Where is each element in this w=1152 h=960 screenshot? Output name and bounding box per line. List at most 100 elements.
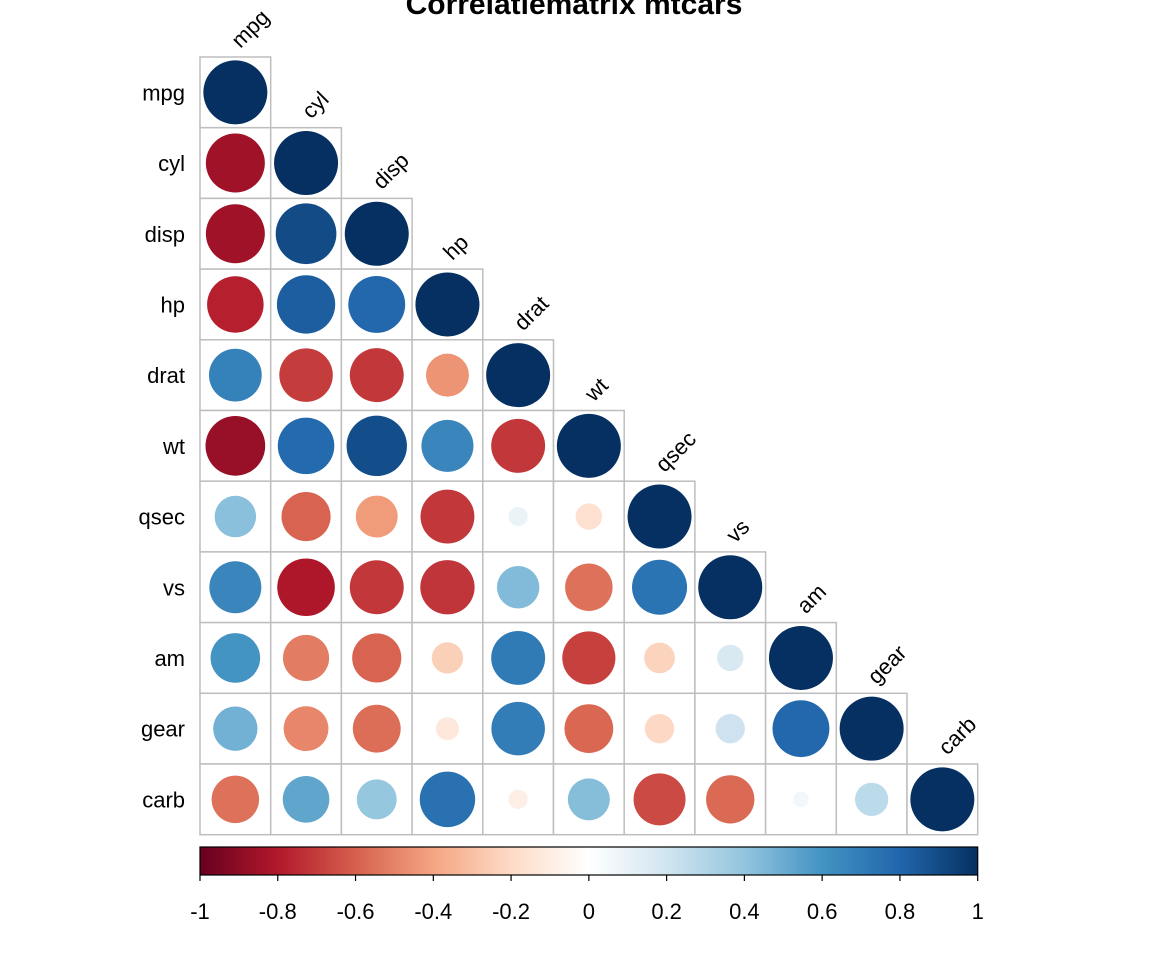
corr-circle-disp-cyl <box>275 203 337 265</box>
corr-circle-cyl-mpg <box>205 133 265 193</box>
column-label-wt: wt <box>579 373 613 407</box>
row-label-disp: disp <box>145 222 185 247</box>
column-label-disp: disp <box>368 148 414 194</box>
corr-circle-carb-mpg <box>211 775 260 824</box>
column-label-drat: drat <box>509 291 553 335</box>
corr-circle-wt-wt <box>556 413 621 478</box>
corr-circle-gear-vs <box>715 713 745 744</box>
corr-circle-am-qsec <box>644 642 675 674</box>
row-label-gear: gear <box>141 717 185 742</box>
colorbar-tick-label: 0.2 <box>651 899 682 924</box>
corr-circle-drat-hp <box>425 353 469 397</box>
corr-circle-gear-mpg <box>213 706 258 751</box>
corr-circle-vs-hp <box>420 560 475 615</box>
corr-circle-drat-drat <box>486 343 551 408</box>
corr-circle-carb-qsec <box>633 773 686 826</box>
colorbar-legend: -1 -0.8 -0.6 -0.4 -0.2 0 0.2 0.4 0.6 0.8 1 <box>190 846 984 924</box>
corr-circle-gear-hp <box>435 717 459 741</box>
corr-circle-qsec-wt <box>575 503 603 530</box>
chart-title: Correlatiematrix mtcars <box>406 0 743 21</box>
corr-circle-am-wt <box>562 631 616 685</box>
corr-circle-gear-gear <box>839 696 904 761</box>
corr-circle-mpg-mpg <box>203 60 268 125</box>
corr-circle-carb-cyl <box>282 776 330 823</box>
corr-circle-carb-gear <box>855 782 889 816</box>
corr-circle-qsec-mpg <box>214 495 257 538</box>
cell-drat-hp <box>411 339 484 412</box>
colorbar-tick-label: -0.2 <box>492 899 530 924</box>
row-label-wt: wt <box>162 434 185 459</box>
column-label-carb: carb <box>933 712 981 760</box>
corr-circle-carb-wt <box>567 778 610 821</box>
corr-circle-qsec-hp <box>420 489 475 544</box>
corr-circle-carb-vs <box>706 775 755 824</box>
colorbar-tick-label: 1 <box>972 899 984 924</box>
corr-circle-vs-disp <box>349 560 404 615</box>
column-label-am: am <box>792 579 831 618</box>
row-label-mpg: mpg <box>142 80 185 105</box>
corr-circle-am-hp <box>431 642 464 674</box>
corr-circle-vs-qsec <box>632 559 688 615</box>
corr-circle-gear-drat <box>491 701 545 756</box>
row-label-am: am <box>154 646 185 671</box>
colorbar-tick-label: -0.4 <box>414 899 452 924</box>
corr-circle-drat-disp <box>349 348 404 403</box>
corr-circle-am-mpg <box>210 633 261 683</box>
corr-circle-gear-wt <box>564 704 614 754</box>
corr-circle-gear-disp <box>352 704 401 753</box>
cells-layer <box>199 56 979 836</box>
corr-circle-hp-cyl <box>276 275 336 334</box>
row-label-drat: drat <box>147 363 185 388</box>
corr-circle-vs-mpg <box>209 561 262 614</box>
corr-circle-hp-mpg <box>207 276 264 333</box>
colorbar-tick-label: -1 <box>190 899 210 924</box>
corr-circle-drat-cyl <box>279 348 333 402</box>
corr-circle-am-disp <box>352 633 402 683</box>
row-labels: mpg cyl disp hp drat wt qsec vs am gear carb <box>139 80 185 812</box>
column-label-gear: gear <box>863 640 912 689</box>
colorbar-tick-label: -0.6 <box>337 899 375 924</box>
corr-circle-wt-hp <box>421 419 474 472</box>
corr-circle-vs-vs <box>698 555 763 620</box>
row-label-carb: carb <box>142 787 185 812</box>
row-label-qsec: qsec <box>139 505 185 530</box>
corr-circle-carb-hp <box>419 771 476 828</box>
corr-circle-vs-cyl <box>277 558 335 617</box>
corr-circle-vs-drat <box>496 566 540 609</box>
corr-circle-carb-carb <box>910 767 975 832</box>
corr-circle-drat-mpg <box>208 348 262 402</box>
colorbar-tick-label: -0.8 <box>259 899 297 924</box>
corr-circle-cyl-cyl <box>274 131 339 196</box>
corr-circle-gear-am <box>772 700 830 758</box>
corr-circle-carb-disp <box>356 779 397 820</box>
corr-circle-disp-mpg <box>205 204 265 264</box>
corr-circle-am-drat <box>491 630 546 685</box>
colorbar-gradient <box>199 846 979 876</box>
corr-circle-am-am <box>768 625 833 690</box>
colorbar-tick-label: 0.8 <box>885 899 916 924</box>
corr-circle-gear-cyl <box>283 706 329 752</box>
corr-circle-disp-disp <box>344 201 409 266</box>
colorbar-tick-label: 0.6 <box>807 899 838 924</box>
corr-circle-gear-qsec <box>644 713 675 744</box>
corr-circle-hp-disp <box>348 276 406 333</box>
corr-circle-wt-disp <box>346 415 407 477</box>
column-label-hp: hp <box>438 230 473 265</box>
corr-circle-carb-am <box>793 791 809 808</box>
corr-circle-am-cyl <box>282 634 330 682</box>
corr-circle-vs-wt <box>565 563 613 611</box>
corr-circle-wt-drat <box>491 418 546 473</box>
corr-circle-carb-drat <box>508 789 528 809</box>
corr-circle-qsec-qsec <box>627 484 692 549</box>
colorbar-tick-label: 0 <box>583 899 595 924</box>
column-label-cyl: cyl <box>297 87 334 124</box>
corr-circle-qsec-drat <box>508 506 528 527</box>
column-label-vs: vs <box>721 514 754 547</box>
row-label-cyl: cyl <box>158 151 185 176</box>
colorbar-tick-label: 0.4 <box>729 899 760 924</box>
corr-circle-wt-mpg <box>205 416 266 476</box>
row-label-hp: hp <box>161 292 185 317</box>
column-label-mpg: mpg <box>226 5 274 53</box>
